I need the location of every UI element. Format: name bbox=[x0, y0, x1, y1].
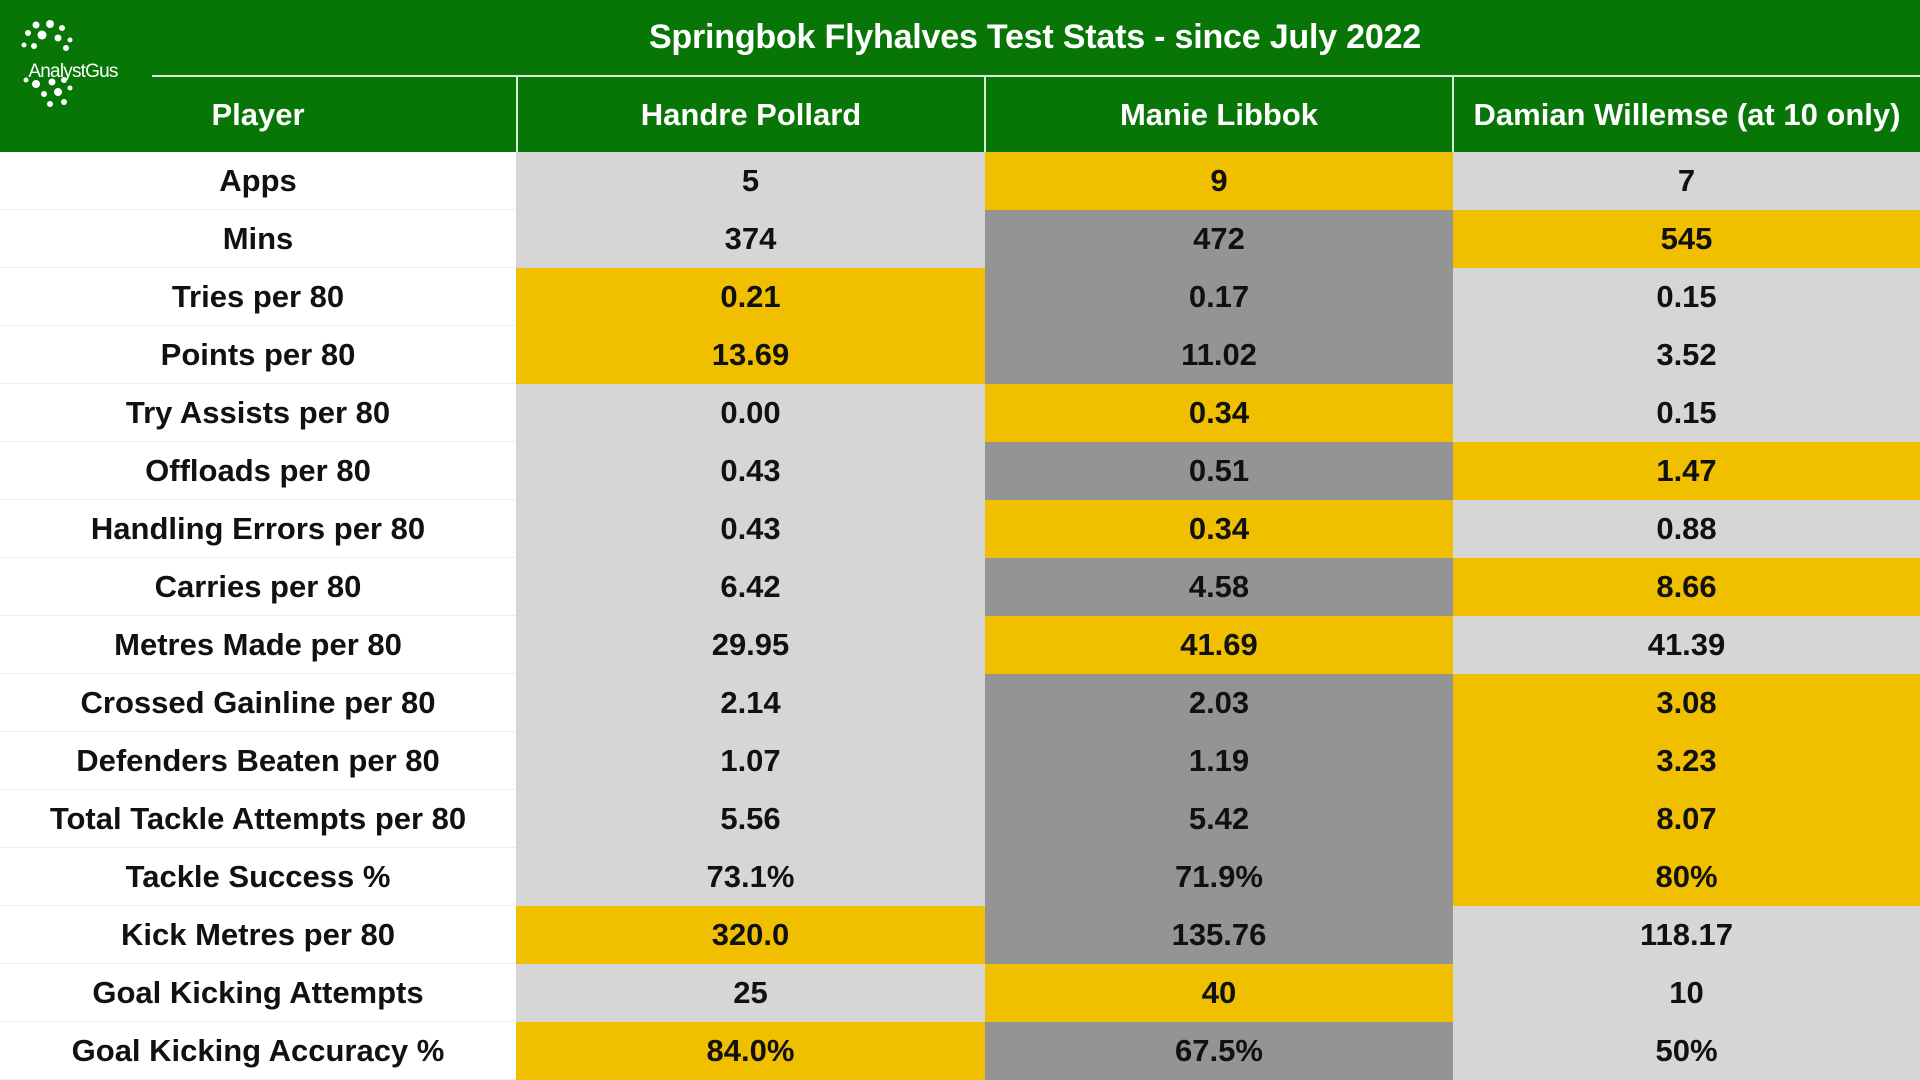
table-cell: 25 bbox=[516, 964, 985, 1022]
table-cell: 118.17 bbox=[1453, 906, 1920, 964]
row-label: Handling Errors per 80 bbox=[0, 500, 516, 558]
table-cell: 0.15 bbox=[1453, 268, 1920, 326]
table-header: AnalystGus Springbok Flyhalves Test Stat… bbox=[0, 0, 1920, 152]
table-cell: 29.95 bbox=[516, 616, 985, 674]
table-cell: 374 bbox=[516, 210, 985, 268]
table-cell: 0.00 bbox=[516, 384, 985, 442]
table-cell: 3.08 bbox=[1453, 674, 1920, 732]
row-label: Points per 80 bbox=[0, 326, 516, 384]
table-cell: 472 bbox=[985, 210, 1453, 268]
table-cell: 0.43 bbox=[516, 500, 985, 558]
column-divider bbox=[984, 77, 986, 152]
table-cell: 135.76 bbox=[985, 906, 1453, 964]
column-divider bbox=[1452, 77, 1454, 152]
table-cell: 3.23 bbox=[1453, 732, 1920, 790]
row-label: Kick Metres per 80 bbox=[0, 906, 516, 964]
table-cell: 6.42 bbox=[516, 558, 985, 616]
table-cell: 0.88 bbox=[1453, 500, 1920, 558]
table-cell: 40 bbox=[985, 964, 1453, 1022]
table-cell: 1.19 bbox=[985, 732, 1453, 790]
table-cell: 0.43 bbox=[516, 442, 985, 500]
row-label: Mins bbox=[0, 210, 516, 268]
table-cell: 13.69 bbox=[516, 326, 985, 384]
table-cell: 41.39 bbox=[1453, 616, 1920, 674]
row-label: Crossed Gainline per 80 bbox=[0, 674, 516, 732]
row-label: Try Assists per 80 bbox=[0, 384, 516, 442]
table-cell: 50% bbox=[1453, 1022, 1920, 1080]
column-divider bbox=[516, 77, 518, 152]
table-cell: 41.69 bbox=[985, 616, 1453, 674]
title-divider bbox=[152, 75, 1920, 77]
column-header-libbok: Manie Libbok bbox=[1119, 97, 1319, 132]
row-label: Carries per 80 bbox=[0, 558, 516, 616]
table-cell: 9 bbox=[985, 152, 1453, 210]
network-dots-icon bbox=[21, 20, 73, 107]
row-label: Goal Kicking Accuracy % bbox=[0, 1022, 516, 1080]
table-cell: 84.0% bbox=[516, 1022, 985, 1080]
table-cell: 4.58 bbox=[985, 558, 1453, 616]
table-cell: 0.21 bbox=[516, 268, 985, 326]
table-cell: 7 bbox=[1453, 152, 1920, 210]
table-cell: 1.07 bbox=[516, 732, 985, 790]
row-label: Metres Made per 80 bbox=[0, 616, 516, 674]
table-cell: 67.5% bbox=[985, 1022, 1453, 1080]
column-header-willemse: Damian Willemse (at 10 only) bbox=[1473, 97, 1901, 132]
row-label: Apps bbox=[0, 152, 516, 210]
table-cell: 0.34 bbox=[985, 500, 1453, 558]
table-cell: 0.17 bbox=[985, 268, 1453, 326]
page-title: Springbok Flyhalves Test Stats - since J… bbox=[648, 18, 1422, 56]
table-cell: 80% bbox=[1453, 848, 1920, 906]
row-label: Tries per 80 bbox=[0, 268, 516, 326]
table-cell: 73.1% bbox=[516, 848, 985, 906]
row-label: Defenders Beaten per 80 bbox=[0, 732, 516, 790]
logo: AnalystGus bbox=[6, 18, 126, 123]
table-cell: 2.03 bbox=[985, 674, 1453, 732]
table-cell: 3.52 bbox=[1453, 326, 1920, 384]
table-cell: 5.56 bbox=[516, 790, 985, 848]
row-label: Goal Kicking Attempts bbox=[0, 964, 516, 1022]
table-cell: 5.42 bbox=[985, 790, 1453, 848]
table-cell: 320.0 bbox=[516, 906, 985, 964]
table-cell: 1.47 bbox=[1453, 442, 1920, 500]
table-cell: 0.51 bbox=[985, 442, 1453, 500]
column-header-player: Player bbox=[211, 97, 305, 132]
table-cell: 8.07 bbox=[1453, 790, 1920, 848]
table-cell: 11.02 bbox=[985, 326, 1453, 384]
table-cell: 10 bbox=[1453, 964, 1920, 1022]
logo-text: AnalystGus bbox=[28, 61, 118, 82]
row-label: Offloads per 80 bbox=[0, 442, 516, 500]
table-cell: 8.66 bbox=[1453, 558, 1920, 616]
table-cell: 2.14 bbox=[516, 674, 985, 732]
table-cell: 0.15 bbox=[1453, 384, 1920, 442]
table-cell: 71.9% bbox=[985, 848, 1453, 906]
table-cell: 0.34 bbox=[985, 384, 1453, 442]
row-label: Tackle Success % bbox=[0, 848, 516, 906]
row-label: Total Tackle Attempts per 80 bbox=[0, 790, 516, 848]
table-cell: 545 bbox=[1453, 210, 1920, 268]
column-header-pollard: Handre Pollard bbox=[640, 97, 862, 132]
table-cell: 5 bbox=[516, 152, 985, 210]
